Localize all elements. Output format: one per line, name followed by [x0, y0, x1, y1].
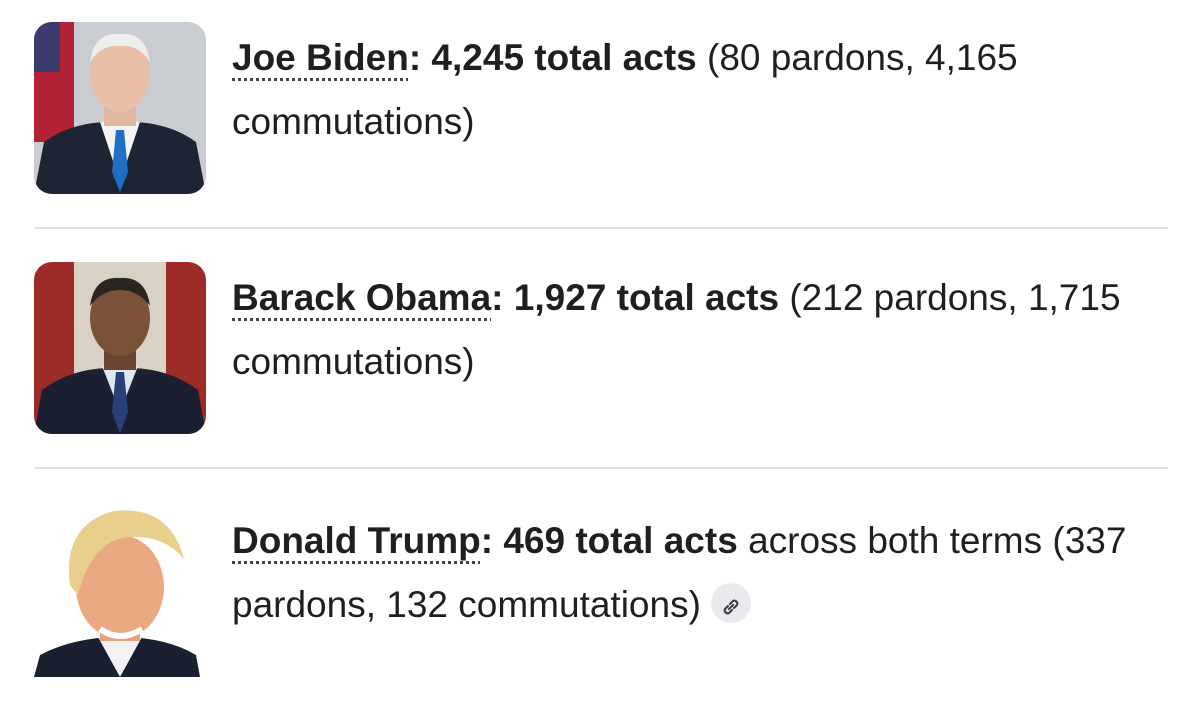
link-icon: [723, 599, 739, 615]
result-text: Joe Biden: 4,245 total acts (80 pardons,…: [232, 26, 1162, 154]
person-link[interactable]: Joe Biden: [232, 37, 409, 78]
detail: across both terms (337 pardons, 132 comm…: [232, 520, 1127, 625]
portrait: [34, 22, 206, 194]
detail: (212 pardons, 1,715 commutations): [232, 277, 1121, 382]
person-link[interactable]: Barack Obama: [232, 277, 492, 318]
result-text: Donald Trump: 469 total acts across both…: [232, 509, 1162, 637]
summary: : 4,245 total acts: [408, 37, 697, 78]
source-link[interactable]: [710, 583, 751, 624]
result-row: Barack Obama: 1,927 total acts (212 pard…: [34, 262, 1168, 434]
portrait: [34, 262, 206, 434]
summary: : 1,927 total acts: [491, 277, 780, 318]
result-row: Donald Trump: 469 total acts across both…: [34, 505, 1168, 677]
divider: [34, 227, 1168, 229]
person-link[interactable]: Donald Trump: [232, 520, 481, 561]
portrait: [34, 510, 200, 677]
divider: [34, 467, 1168, 469]
summary: : 469 total acts: [480, 520, 738, 561]
detail: (80 pardons, 4,165 commutations): [232, 37, 1018, 142]
result-row: Joe Biden: 4,245 total acts (80 pardons,…: [34, 22, 1168, 194]
result-text: Barack Obama: 1,927 total acts (212 pard…: [232, 266, 1162, 394]
